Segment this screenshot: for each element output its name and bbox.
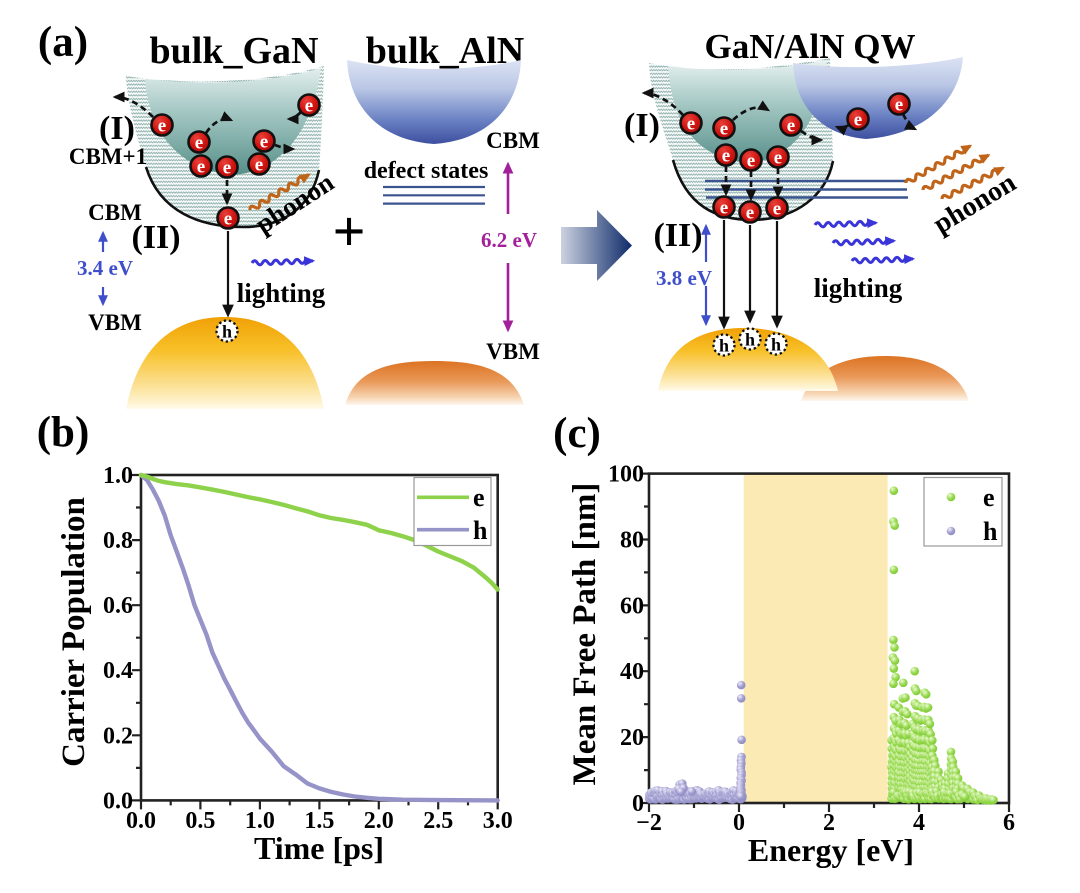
svg-text:0.6: 0.6 [103, 593, 133, 619]
svg-text:GaN/AlN QW: GaN/AlN QW [705, 27, 916, 66]
svg-text:(II): (II) [131, 219, 180, 256]
svg-text:(b): (b) [37, 409, 90, 456]
svg-text:1.5: 1.5 [304, 808, 334, 834]
svg-text:Energy [eV]: Energy [eV] [748, 832, 914, 868]
svg-text:0.0: 0.0 [126, 808, 156, 834]
svg-text:2.0: 2.0 [364, 808, 394, 834]
svg-text:CBM: CBM [88, 200, 142, 225]
svg-text:0.2: 0.2 [103, 723, 133, 749]
svg-text:Carrier Population: Carrier Population [56, 497, 92, 767]
svg-text:0.5: 0.5 [185, 808, 215, 834]
svg-text:VBM: VBM [88, 310, 142, 335]
svg-text:3.0: 3.0 [483, 808, 513, 834]
svg-text:h: h [983, 517, 998, 546]
svg-text:40: 40 [620, 659, 644, 685]
svg-text:60: 60 [620, 593, 644, 619]
svg-text:e: e [983, 483, 995, 512]
svg-text:1.0: 1.0 [103, 463, 133, 489]
svg-text:bulk_GaN: bulk_GaN [150, 30, 319, 72]
svg-text:(I): (I) [624, 107, 660, 144]
svg-text:(a): (a) [38, 19, 88, 66]
svg-text:0: 0 [632, 791, 644, 817]
svg-text:CBM: CBM [486, 128, 540, 153]
svg-text:e: e [473, 483, 485, 512]
svg-text:3.4 eV: 3.4 eV [77, 256, 133, 280]
svg-text:(II): (II) [653, 217, 702, 254]
svg-text:0.4: 0.4 [103, 658, 133, 684]
svg-text:80: 80 [620, 528, 644, 554]
svg-text:−2: −2 [636, 810, 662, 836]
svg-text:3.8 eV: 3.8 eV [656, 266, 712, 290]
svg-text:0.8: 0.8 [103, 528, 133, 554]
svg-text:defect states: defect states [364, 158, 489, 184]
svg-text:Mean Free Path [nm]: Mean Free Path [nm] [567, 483, 603, 786]
svg-text:4: 4 [913, 810, 925, 836]
svg-text:2: 2 [823, 810, 835, 836]
svg-text:(c): (c) [553, 410, 601, 457]
svg-text:0.0: 0.0 [103, 788, 133, 814]
svg-text:VBM: VBM [486, 339, 540, 364]
svg-text:CBM+1: CBM+1 [69, 144, 147, 169]
svg-text:+: + [332, 199, 365, 264]
svg-text:6.2 eV: 6.2 eV [481, 228, 537, 252]
svg-text:6: 6 [1003, 810, 1015, 836]
svg-text:h: h [473, 516, 488, 545]
svg-text:100: 100 [608, 462, 644, 488]
svg-text:(I): (I) [99, 110, 135, 147]
svg-text:lighting: lighting [814, 273, 903, 303]
svg-text:2.5: 2.5 [423, 808, 453, 834]
svg-text:1.0: 1.0 [245, 808, 275, 834]
svg-text:0: 0 [733, 810, 745, 836]
svg-text:lighting: lighting [237, 278, 326, 308]
svg-text:Time [ps]: Time [ps] [254, 830, 384, 866]
svg-text:20: 20 [620, 725, 644, 751]
